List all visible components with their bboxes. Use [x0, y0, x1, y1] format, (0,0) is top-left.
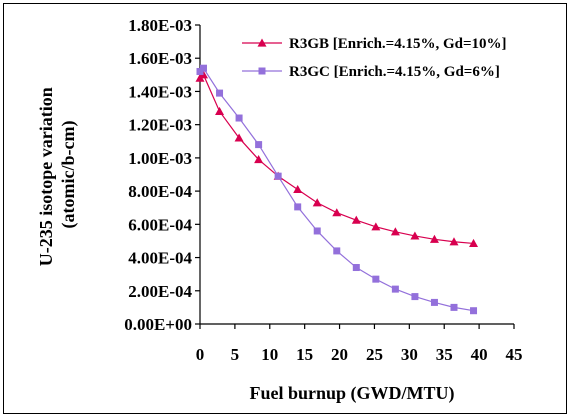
y-axis-title-line-2: (atomic/b-cm): [58, 121, 79, 229]
data-point: [372, 275, 380, 283]
data-point: [429, 234, 439, 243]
legend-item-1: R3GB [Enrich.=4.15%, Gd=10%]: [242, 36, 507, 52]
data-point: [371, 222, 381, 231]
data-point: [312, 198, 322, 207]
data-point: [254, 155, 264, 164]
data-point: [470, 307, 478, 315]
data-point: [411, 293, 419, 301]
legend-marker: [257, 38, 267, 47]
x-tick-label: 10: [261, 345, 278, 364]
legend-item-2: R3GC [Enrich.=4.15%, Gd=6%]: [242, 64, 500, 80]
x-tick-label: 15: [296, 345, 313, 364]
data-point: [450, 303, 458, 311]
data-point: [352, 264, 360, 272]
data-point: [293, 184, 303, 194]
data-point: [430, 298, 438, 306]
chart-frame: [3, 3, 567, 414]
x-tick-label: 40: [471, 345, 488, 364]
series-line: [199, 73, 474, 245]
data-point: [332, 208, 342, 217]
data-point: [255, 141, 263, 149]
x-tick-label: 45: [506, 345, 523, 364]
x-tick-label: 0: [196, 345, 205, 364]
x-tick-label: 5: [231, 345, 240, 364]
x-tick-label: 20: [331, 345, 348, 364]
data-point: [333, 247, 341, 255]
data-point: [469, 238, 479, 248]
data-point: [215, 106, 225, 115]
y-tick-label: 4.00E-04: [128, 249, 192, 268]
data-point: [390, 227, 400, 236]
axis-ticks: 0.00E+00 2.00E-04 4.00E-04 6.00E-04 8.00E-04…: [124, 16, 522, 364]
y-tick-label: 6.00E-04: [128, 215, 192, 234]
x-tick-label: 35: [436, 345, 453, 364]
data-point: [216, 89, 224, 97]
y-tick-label: 8.00E-04: [128, 182, 192, 201]
series-1: [195, 70, 479, 248]
series-layer: [195, 64, 479, 315]
legend-marker: [258, 67, 266, 75]
x-axis-title: Fuel burnup (GWD/MTU): [249, 383, 454, 404]
data-point: [449, 237, 459, 246]
series-line: [199, 67, 474, 312]
chart-legend: R3GB [Enrich.=4.15%, Gd=10%] R3GC [Enrich…: [242, 36, 507, 80]
y-axis-title: U-235 isotope variation (atomic/b-cm): [36, 83, 79, 267]
data-point: [351, 215, 361, 224]
y-tick-label: 2.00E-04: [128, 282, 192, 301]
data-point: [274, 172, 282, 180]
data-point: [199, 64, 207, 72]
legend-label: R3GB [Enrich.=4.15%, Gd=10%]: [289, 36, 507, 52]
y-axis-title-line-1: U-235 isotope variation: [36, 87, 56, 266]
data-point: [391, 285, 399, 293]
y-tick-label: 0.00E+00: [124, 315, 192, 334]
legend-label: R3GC [Enrich.=4.15%, Gd=6%]: [289, 64, 500, 80]
data-point: [410, 231, 420, 240]
x-tick-label: 30: [401, 345, 418, 364]
x-tick-label: 25: [366, 345, 383, 364]
y-tick-label: 1.40E-03: [128, 82, 192, 101]
data-point: [313, 227, 321, 235]
y-tick-label: 1.60E-03: [128, 49, 192, 68]
y-tick-label: 1.20E-03: [128, 116, 192, 135]
y-tick-label: 1.00E-03: [128, 149, 192, 168]
y-tick-label: 1.80E-03: [128, 16, 192, 35]
data-point: [235, 114, 243, 122]
data-point: [294, 203, 302, 211]
data-point: [234, 133, 244, 142]
series-2: [196, 64, 478, 315]
